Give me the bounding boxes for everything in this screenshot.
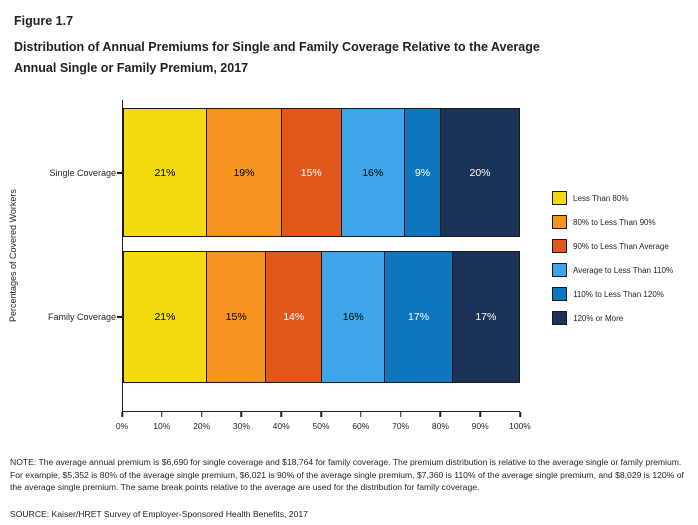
legend-swatch [552,287,567,301]
chart-title-line-1: Distribution of Annual Premiums for Sing… [14,40,540,54]
legend-swatch [552,191,567,205]
segment-value-label: 21% [154,311,176,323]
legend-swatch [552,239,567,253]
plot-area: 21% 19% 15% 16% 9% 20% 21% 15% 14% 16% 17% 17% [122,100,520,412]
y-axis-tick [117,172,122,174]
stacked-bar-family-coverage: 21% 15% 14% 16% 17% 17% [123,251,520,383]
bar-segment: 14% [266,252,322,382]
x-tick-label: 50% [312,421,330,431]
x-tick-mark [240,412,243,417]
segment-value-label: 15% [300,166,322,179]
legend-swatch [552,311,567,325]
segment-value-label: 21% [154,166,176,179]
segment-value-label: 15% [225,311,247,323]
legend-label: Average to Less Than 110% [573,265,674,275]
segment-value-label: 14% [283,311,305,323]
bar-segment: 16% [322,252,386,382]
legend-label: 120% or More [573,313,624,323]
x-tick-label: 30% [232,421,250,431]
x-tick-label: 80% [431,421,449,431]
x-tick-mark [399,412,402,417]
bar-segment: 15% [282,109,342,236]
segment-value-label: 9% [414,166,431,179]
bar-segment: 21% [124,252,207,382]
x-tick-mark [479,412,481,417]
bar-segment: 16% [341,109,405,236]
legend-swatch [552,263,567,277]
x-tick-label: 100% [509,421,531,431]
legend-item: 80% to Less Than 90% [552,210,696,234]
segment-value-label: 16% [342,311,364,323]
segment-value-label: 19% [233,166,255,179]
bar-segment: 20% [441,109,519,236]
legend-item: 110% to Less Than 120% [552,282,696,306]
x-tick-mark [360,412,362,417]
legend-label: 110% to Less Than 120% [573,289,664,299]
x-tick-label: 10% [153,421,171,431]
note-text: NOTE: The average annual premium is $6,6… [10,457,684,493]
source-text: SOURCE: Kaiser/HRET Survey of Employer-S… [10,509,308,519]
legend-label: 90% to Less Than Average [573,241,669,251]
figure-number: Figure 1.7 [14,14,74,28]
x-tick-mark [121,412,123,417]
legend-item: 120% or More [552,306,696,330]
legend-label: Less Than 80% [573,193,629,203]
legend-swatch [552,215,567,229]
segment-value-label: 17% [475,311,497,323]
legend-item: Less Than 80% [552,186,696,210]
segment-value-label: 16% [362,166,384,179]
legend-item: 90% to Less Than Average [552,234,696,258]
legend-label: 80% to Less Than 90% [573,217,656,227]
y-axis-label: Percentages of Covered Workers [8,189,18,323]
x-tick-label: 60% [352,421,370,431]
x-tick-label: 70% [392,421,410,431]
y-axis-tick [117,316,122,318]
stacked-bar-single-coverage: 21% 19% 15% 16% 9% 20% [123,108,520,237]
x-tick-mark [161,412,163,417]
x-tick-mark [320,412,322,417]
x-tick-label: 20% [193,421,211,431]
legend-item: Average to Less Than 110% [552,258,696,282]
bar-segment: 17% [452,252,519,382]
legend: Less Than 80% 80% to Less Than 90% 90% to … [552,186,696,330]
x-tick-mark [519,412,521,417]
x-tick-label: 0% [115,421,129,431]
x-tick-label: 40% [272,421,290,431]
bar-segment: 19% [206,109,282,236]
chart-header: Figure 1.7 Distribution of Annual Premiu… [14,14,654,78]
bar-segment: 17% [385,252,453,382]
x-tick-mark [200,412,203,417]
chart-title-line-2: Annual Single or Family Premium, 2017 [14,60,249,75]
bar-segment: 21% [124,109,207,236]
segment-value-label: 17% [408,311,430,323]
category-label-single: Single Coverage [49,168,116,178]
category-label-family: Family Coverage [47,312,116,322]
x-axis: 0% 10% 20% 30% 40% 50% 60% 70% 80% 90% 100% [116,412,531,442]
x-tick-mark [280,412,282,417]
x-tick-mark [439,412,442,417]
bar-segment: 9% [404,109,441,236]
segment-value-label: 20% [469,166,491,179]
bar-segment: 15% [206,252,267,382]
x-tick-label: 90% [471,421,489,431]
